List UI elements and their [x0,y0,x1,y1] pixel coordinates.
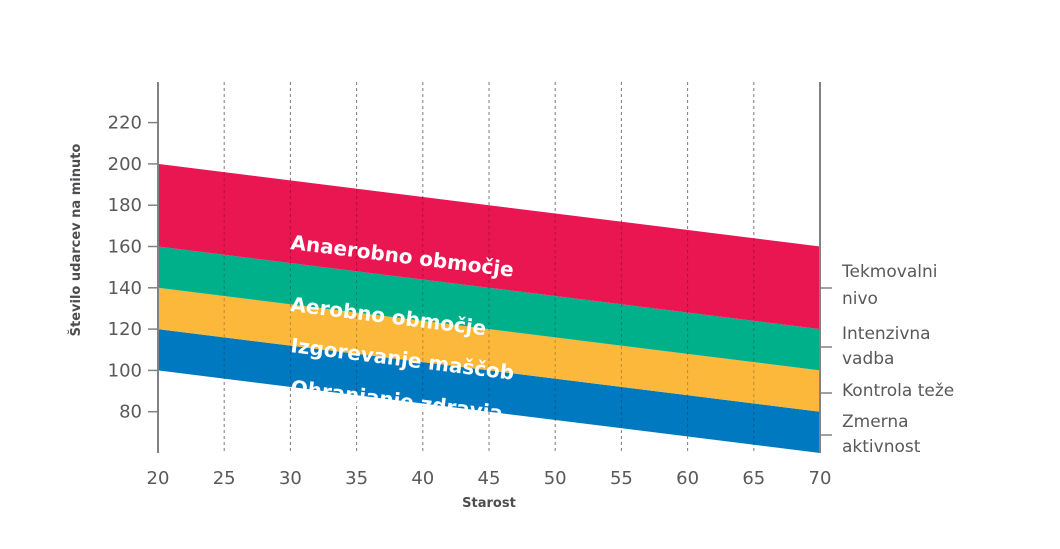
band-0 [158,329,820,453]
band-2 [158,246,820,371]
band-3 [158,163,820,330]
y-axis-title: Število udarcev na minuto [68,144,84,337]
y-tick-label: 100 [108,360,142,381]
x-tick-label: 50 [544,468,567,489]
y-tick-label: 200 [108,154,142,175]
x-axis-title: Starost [462,496,516,511]
y-tick-label: 80 [119,402,142,423]
y-tick-label: 180 [108,195,142,216]
x-tick-label: 40 [411,468,434,489]
x-tick-label: 65 [742,468,765,489]
x-tick-label: 25 [213,468,236,489]
right-annotation: Intenzivna vadba [842,324,931,369]
x-tick-label: 60 [676,468,699,489]
y-tick-label: 220 [108,113,142,134]
x-tick-label: 30 [279,468,302,489]
y-tick-label: 140 [108,278,142,299]
x-tick-label: 35 [345,468,368,489]
right-annotation: Tekmovalni nivo [841,262,937,309]
x-tick-label: 45 [478,468,501,489]
right-annotation: Kontrola teže [842,381,954,401]
y-tick-label: 120 [108,319,142,340]
x-tick-label: 20 [147,468,170,489]
x-tick-label: 55 [610,468,633,489]
y-tick-label: 160 [108,237,142,258]
x-tick-label: 70 [809,468,832,489]
band-1 [158,287,820,412]
right-annotation: Zmerna aktivnost [842,412,921,457]
